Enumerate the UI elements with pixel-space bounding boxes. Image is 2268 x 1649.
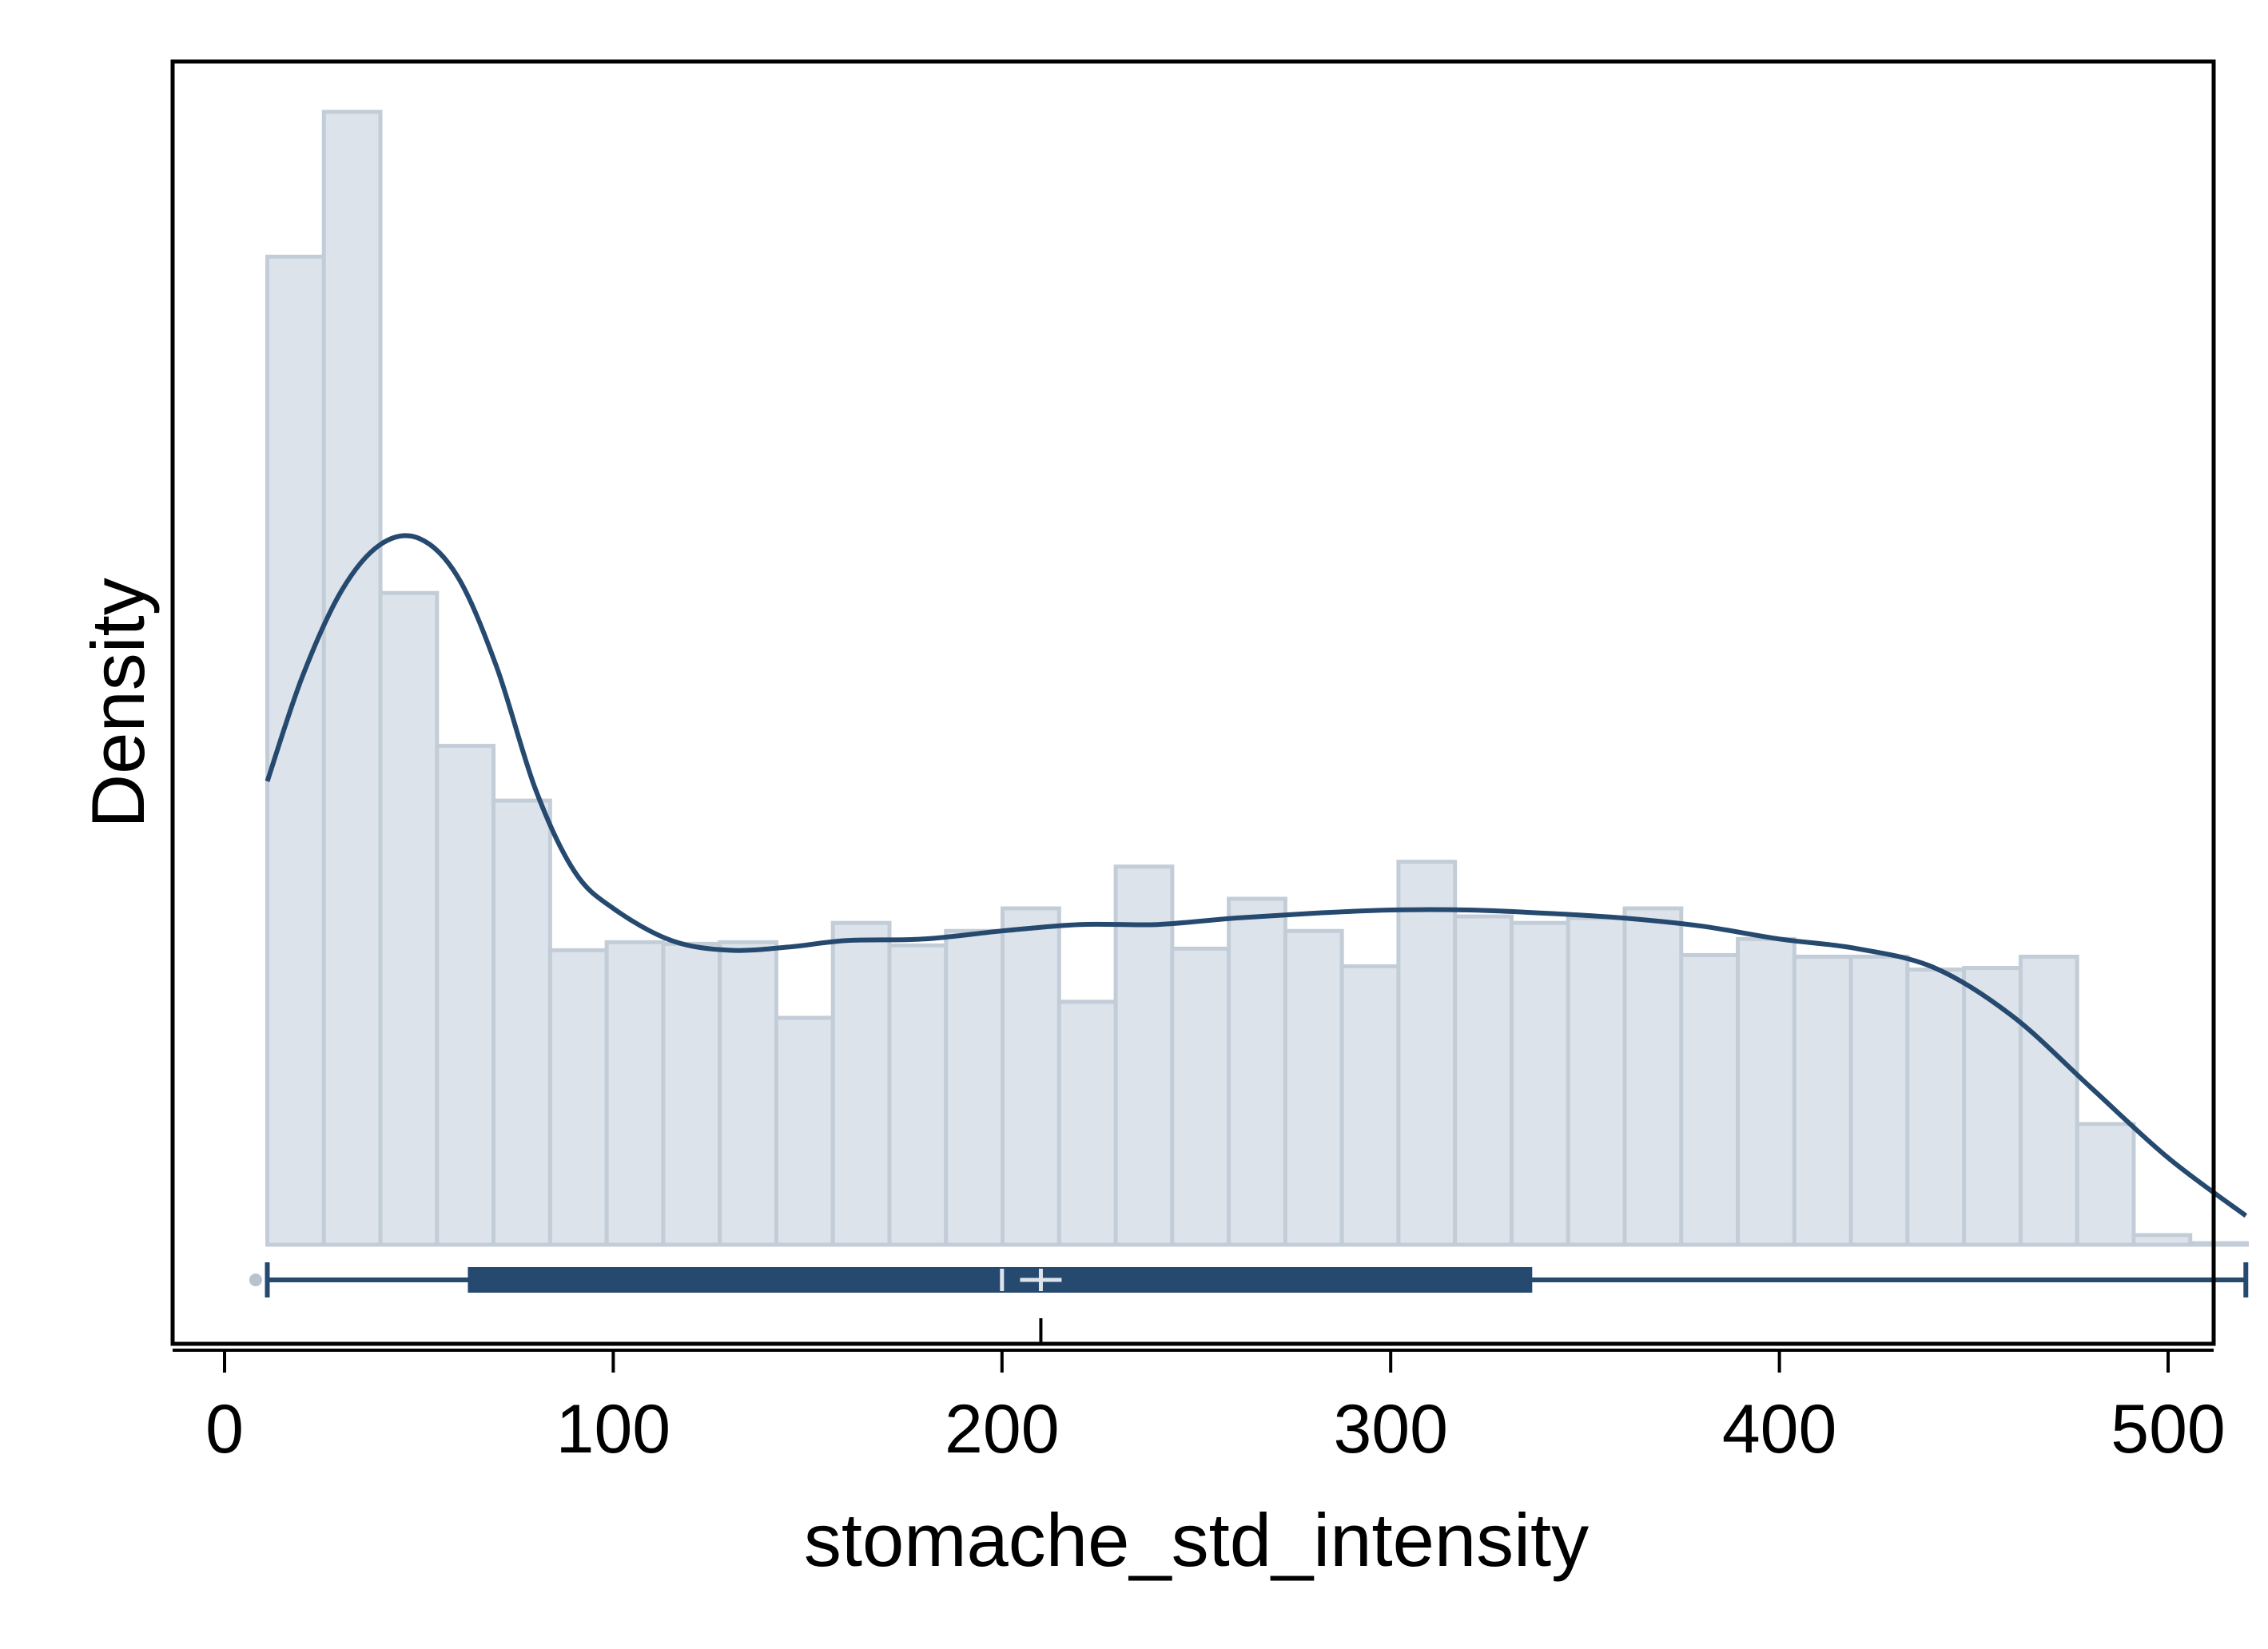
histogram-bar <box>661 941 722 1247</box>
boxplot-outlier <box>249 1274 262 1286</box>
histogram-bar <box>1396 860 1458 1247</box>
density-curve <box>265 533 2248 1218</box>
histogram-bar <box>1679 952 1741 1247</box>
histogram-bar <box>321 109 383 1247</box>
histogram-bar <box>435 744 496 1247</box>
histogram-bar <box>1453 914 1514 1247</box>
histogram-bar <box>491 798 552 1247</box>
histogram-bar <box>718 940 778 1247</box>
histogram-bar <box>1001 906 1061 1247</box>
plot-frame <box>170 59 2216 1346</box>
histogram-bar <box>604 940 666 1247</box>
histogram-bar <box>1736 936 1796 1247</box>
density-curve-group <box>265 533 2248 1218</box>
boxplot <box>249 1262 2249 1344</box>
histogram-bars <box>265 109 2249 1247</box>
histogram-bar <box>830 920 892 1247</box>
x-tick-label: 400 <box>1722 1391 1837 1468</box>
histogram-bar <box>887 943 949 1247</box>
x-tick-label: 200 <box>945 1391 1060 1468</box>
histogram-bar <box>1905 968 1967 1247</box>
histogram-bar <box>1962 966 2023 1247</box>
histogram-bar <box>1339 964 1401 1247</box>
histogram-bar <box>1283 928 1344 1247</box>
histogram-bar <box>547 948 609 1247</box>
histogram-bar <box>774 1015 835 1247</box>
histogram-bar <box>944 928 1005 1247</box>
histogram-bar <box>1622 906 1684 1247</box>
histogram-bar <box>1566 916 1627 1247</box>
x-axis-title: stomache_std_intensity <box>804 1498 1589 1582</box>
x-tick-label: 300 <box>1333 1391 1448 1468</box>
histogram-bar <box>2188 1241 2249 1247</box>
histogram-bar <box>378 590 440 1247</box>
histogram-bar <box>1113 864 1175 1247</box>
x-tick-label: 500 <box>2111 1391 2226 1468</box>
histogram-bar <box>1848 954 1910 1247</box>
histogram-bar <box>1170 946 1231 1247</box>
histogram-bar <box>2018 954 2079 1247</box>
histogram-bar <box>1056 999 1118 1247</box>
histogram-bar <box>1227 896 1287 1247</box>
histogram-bar <box>1792 954 1853 1247</box>
y-axis-title: Density <box>76 578 160 828</box>
x-tick-label: 0 <box>205 1391 244 1468</box>
x-axis-ticks: 0 100 200 300 400 500 <box>205 1350 2226 1468</box>
histogram-bar <box>2075 1122 2136 1247</box>
histogram-bar <box>2131 1233 2193 1247</box>
x-tick-label: 100 <box>556 1391 671 1468</box>
histogram-bar <box>1509 920 1570 1247</box>
